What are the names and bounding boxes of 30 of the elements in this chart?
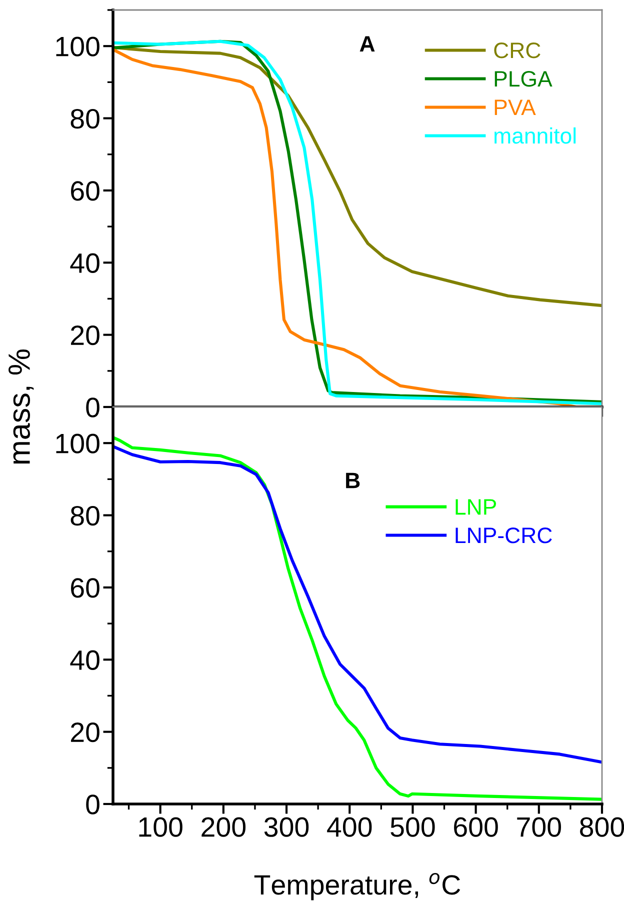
legend-label: CRC xyxy=(494,42,540,58)
y-tick-label: 60 xyxy=(71,181,100,201)
x-tick-label: 700 xyxy=(517,817,561,837)
y-tick-label: 20 xyxy=(71,722,100,742)
y-tick-label: 100 xyxy=(56,434,100,454)
y-tick-label: 0 xyxy=(86,794,100,814)
y-tick-label: 0 xyxy=(86,398,100,418)
x-tick-label: 800 xyxy=(580,817,624,837)
y-tick-label: 80 xyxy=(70,506,100,526)
x-tick-label: 200 xyxy=(202,817,246,837)
x-tick-label: 600 xyxy=(454,817,498,837)
text: B xyxy=(346,472,360,488)
x-tick-label: 300 xyxy=(264,817,309,837)
legend-label: PVA xyxy=(494,100,536,115)
y-tick-label: 80 xyxy=(70,108,100,129)
text: A xyxy=(360,36,375,52)
y-tick-label: 40 xyxy=(70,650,100,670)
x-tick-label: 500 xyxy=(390,817,435,837)
x-tick-label: 400 xyxy=(327,817,372,837)
y-axis-title: mass, % xyxy=(8,350,34,464)
x-axis-title: Temperature, $^{o}$C xyxy=(254,872,460,900)
y-tick-label: 60 xyxy=(71,578,100,598)
y-tick-label: 20 xyxy=(71,325,100,346)
y-tick-label: 40 xyxy=(70,253,100,273)
legend-label: LNP xyxy=(456,499,496,515)
legend-label: LNP-CRC xyxy=(456,528,552,544)
legend-label: mannitol xyxy=(494,127,576,144)
y-tick-label: 100 xyxy=(56,36,100,56)
x-tick-label: 100 xyxy=(139,817,182,837)
legend-label: PLGA xyxy=(494,70,552,87)
